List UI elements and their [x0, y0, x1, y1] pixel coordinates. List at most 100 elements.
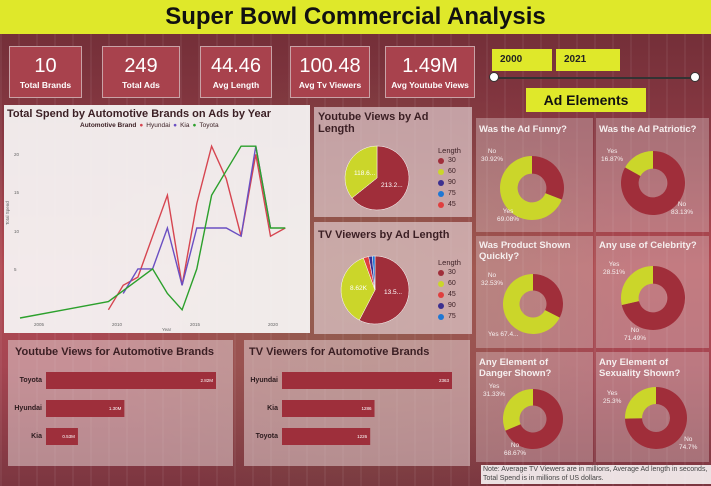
donut-3-segment-no [621, 266, 685, 330]
legend-label: 30 [448, 157, 456, 164]
y-tick-label: 15 [14, 190, 20, 195]
youtube-length-pie [344, 145, 410, 211]
donut-danger [503, 389, 563, 449]
tv-brands-bar [282, 372, 452, 389]
x-tick-label: 2005 [34, 322, 45, 327]
donut-5-segment-yes [625, 387, 656, 419]
donut-title-product-quick: Was Product Shown Quickly? [479, 240, 571, 262]
line-series-toyota [19, 145, 286, 319]
legend-label-kia: Kia [180, 122, 190, 129]
youtube-brands-category-label: Kia [31, 433, 42, 440]
donut-no-label: No 30.92% [481, 148, 504, 163]
legend-item-75: 75 [438, 313, 456, 320]
donut-funny [500, 156, 564, 220]
youtube-brands-bar-chart: Toyota 2.82M Hyundai 1.30M Kia 0.53M [14, 372, 216, 445]
youtube-length-title: Youtube Views by Ad Length [318, 111, 429, 135]
line-series-kia [122, 146, 272, 294]
year-slider-start-handle[interactable] [489, 72, 499, 82]
kpi-avg-tv-viewers: 100.48 Avg Tv Viewers [290, 46, 370, 98]
tv-brands-category-label: Toyota [256, 433, 279, 440]
legend-label-hyundai: Hyundai [146, 122, 171, 129]
x-tick-label: 2020 [268, 322, 279, 327]
kpi-label: Total Ads [122, 80, 160, 90]
pie-label: 118.6... [354, 170, 376, 177]
x-tick-label: 2015 [190, 322, 201, 327]
line-chart: Total Spend Year 20 15 10 5 2005 2010 20… [5, 144, 286, 332]
legend-item-30: 30 [438, 269, 456, 276]
tv-length-slice-60 [340, 257, 376, 321]
tv-brands-category-label: Kia [267, 405, 278, 412]
legend-dot [438, 269, 444, 276]
legend-dot [438, 157, 444, 164]
youtube-brands-data-label: 0.53M [62, 434, 75, 439]
tv-brands-bar [282, 428, 371, 445]
legend-label: 75 [448, 190, 456, 197]
kpi-value: 44.46 [210, 55, 262, 77]
donut-no-label: No 68.67% [504, 442, 527, 457]
donut-title-funny: Was the Ad Funny? [479, 124, 567, 135]
year-slider-track[interactable] [494, 77, 694, 79]
legend-dot-kia: ● [173, 122, 178, 129]
tv-brands-bar [282, 400, 375, 417]
donut-title-patriotic: Was the Ad Patriotic? [599, 124, 697, 135]
legend-item-60: 60 [438, 280, 456, 287]
legend-item-90: 90 [438, 179, 456, 186]
legend-label: 75 [448, 313, 456, 320]
kpi-label: Total Brands [19, 80, 72, 90]
donut-2-segment-yes [503, 274, 560, 334]
legend-title: Length [438, 146, 461, 155]
donut-1-segment-yes [625, 151, 653, 176]
donut-sexuality [625, 387, 687, 449]
line-chart-title: Total Spend by Automotive Brands on Ads … [7, 108, 272, 120]
ad-elements-header: Ad Elements [526, 88, 646, 112]
legend-dot [438, 280, 444, 287]
legend-title: Automotive Brand [80, 122, 137, 129]
donut-yes-label: Yes 67.4... [488, 331, 519, 338]
donut-no-label: No 74.7% [679, 436, 698, 451]
legend-label: 45 [448, 291, 456, 298]
pie-label: 213.2... [381, 182, 403, 189]
year-end-input[interactable]: 2021 [556, 49, 620, 71]
donut-product-quick [503, 274, 563, 334]
legend-item-30: 30 [438, 157, 456, 164]
legend-item-60: 60 [438, 168, 456, 175]
dashboard-title-bar: Super Bowl Commercial Analysis [0, 0, 711, 34]
x-tick-label: 2010 [112, 322, 123, 327]
donut-yes-label: Yes 25.3% [603, 390, 622, 405]
kpi-label: Avg Youtube Views [391, 80, 469, 90]
donut-no-label: No 32.53% [481, 272, 504, 287]
donut-title-danger: Any Element of Danger Shown? [479, 357, 552, 379]
tv-length-slice-30 [358, 255, 410, 325]
donut-yes-label: Yes 69.08% [497, 208, 520, 223]
kpi-label: Avg Length [212, 80, 260, 90]
y-axis-label: Total Spend [5, 201, 10, 225]
dashboard-title: Super Bowl Commercial Analysis [165, 3, 546, 30]
y-tick-label: 20 [14, 152, 20, 157]
kpi-total-ads: 249 Total Ads [102, 46, 180, 98]
kpi-label: Avg Tv Viewers [298, 80, 362, 90]
youtube-brands-data-label: 1.30M [109, 406, 122, 411]
donut-3-segment-yes [621, 266, 653, 306]
legend-label: 90 [448, 302, 456, 309]
youtube-brands-category-label: Hyundai [14, 405, 42, 412]
youtube-brands-bar [46, 400, 125, 417]
donut-yes-label: Yes 16.87% [601, 148, 624, 163]
tv-length-pie [340, 255, 410, 325]
donut-2-segment-no [533, 274, 563, 318]
legend-dot [438, 190, 444, 197]
legend-dot-toyota: ● [192, 122, 197, 129]
pie-label: 8.62K [350, 285, 367, 292]
pie-label: 13.5... [384, 289, 403, 296]
x-axis-label: Year [162, 327, 172, 332]
donut-celebrity [621, 266, 685, 330]
tv-brands-data-label: 1226 [357, 434, 368, 439]
legend-label: 30 [448, 269, 456, 276]
legend-dot [438, 291, 444, 298]
line-chart-panel [4, 105, 310, 333]
year-start-input[interactable]: 2000 [492, 49, 552, 71]
year-slider-end-handle[interactable] [690, 72, 700, 82]
tv-length-title: TV Viewers by Ad Length [318, 229, 450, 241]
youtube-brands-bar [46, 372, 216, 389]
legend-label: 60 [448, 280, 456, 287]
legend-dot-hyundai: ● [139, 122, 144, 129]
